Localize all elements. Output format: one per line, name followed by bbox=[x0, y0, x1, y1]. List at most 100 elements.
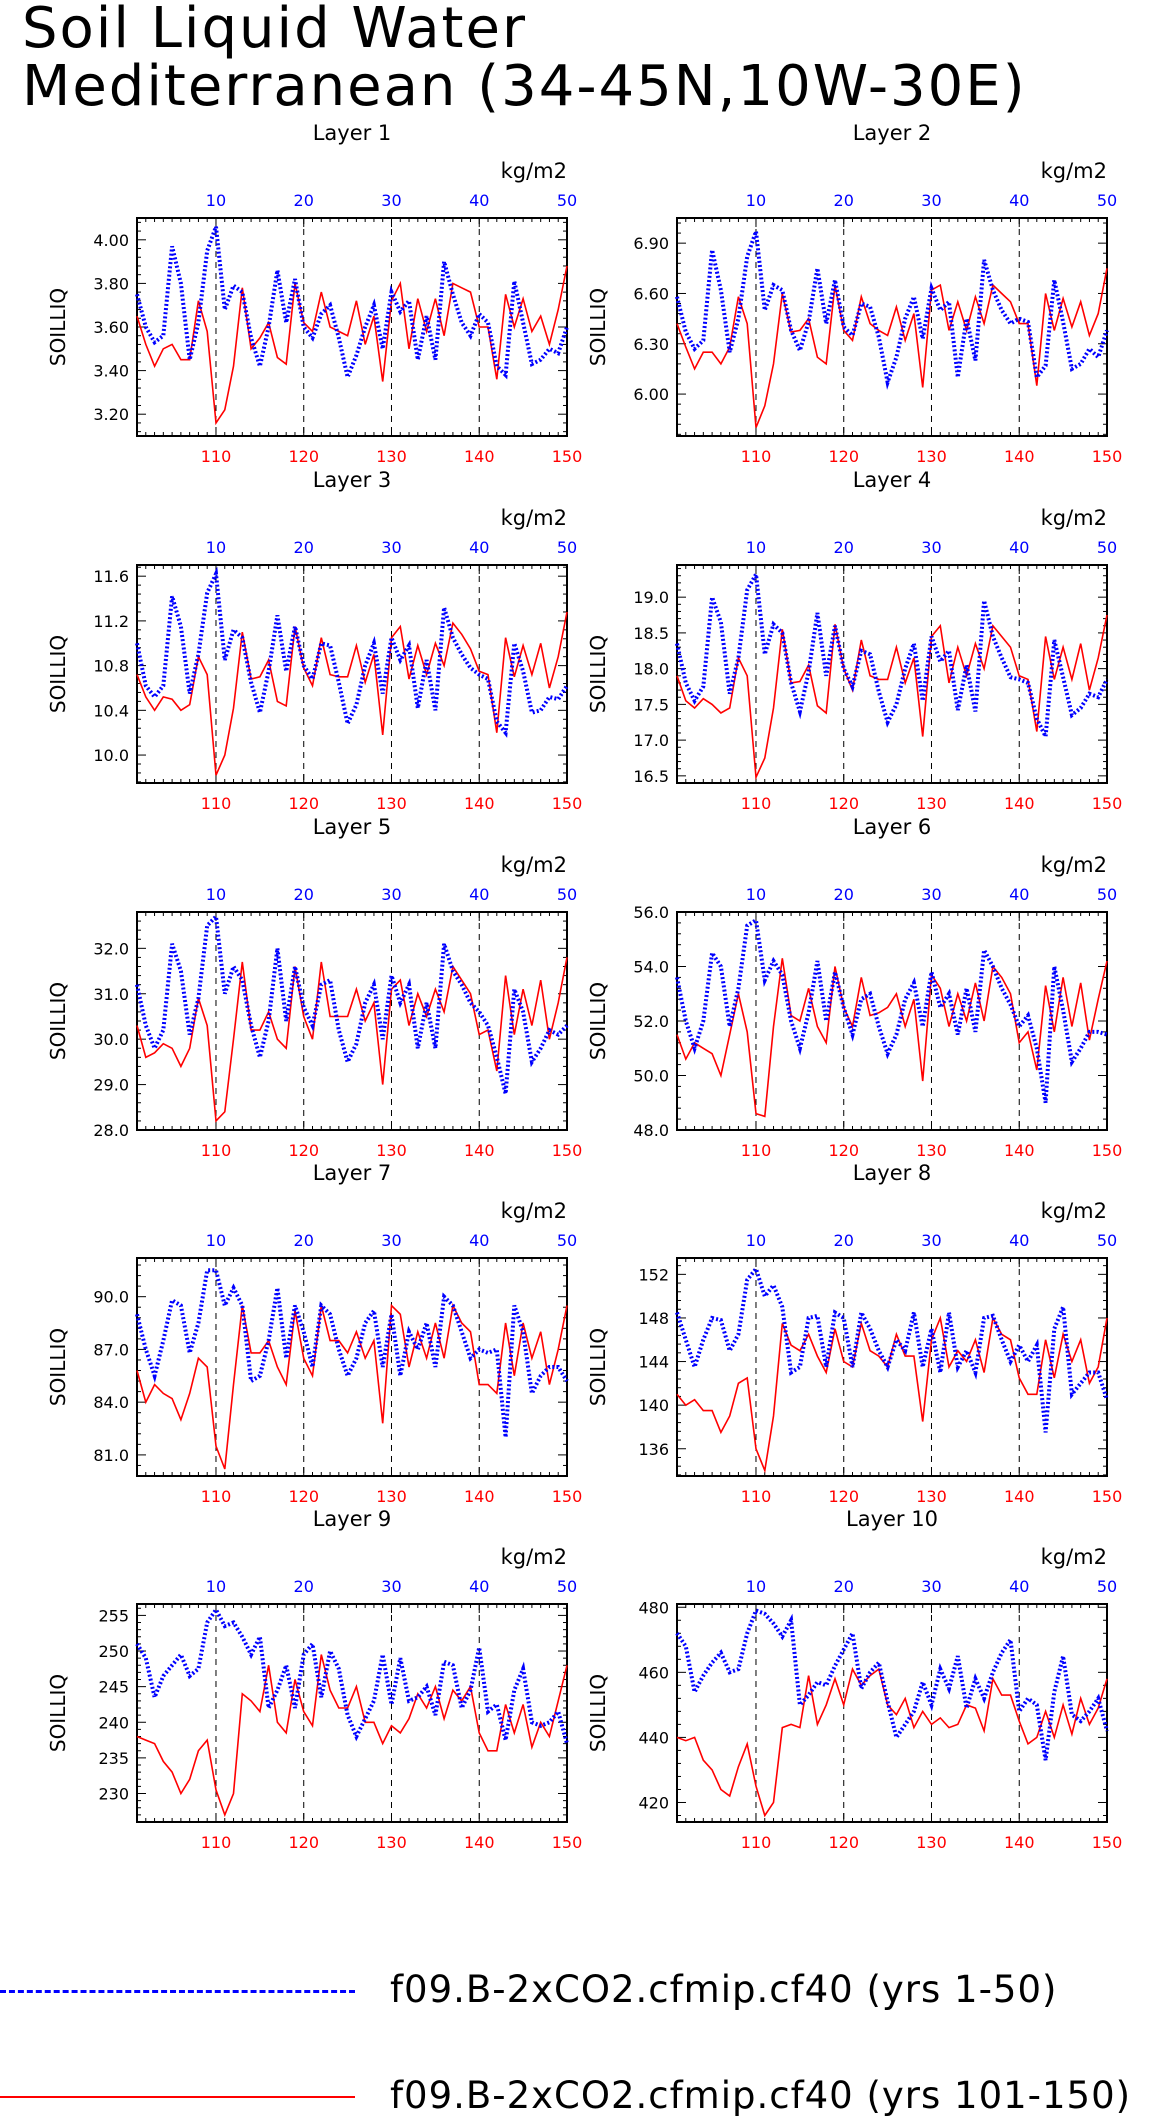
x-tick-label: 130 bbox=[916, 1141, 947, 1160]
x-tick-label: 130 bbox=[376, 794, 407, 813]
x-top-tick-label: 30 bbox=[921, 885, 941, 904]
series-line-red bbox=[676, 614, 1108, 781]
x-tick-label: 140 bbox=[464, 447, 495, 466]
x-tick-label: 150 bbox=[1092, 1487, 1123, 1506]
y-tick-label: 17.0 bbox=[633, 731, 669, 750]
y-tick-label: 250 bbox=[98, 1642, 129, 1661]
x-top-tick-label: 40 bbox=[469, 191, 489, 210]
x-tick-label: 120 bbox=[288, 1141, 319, 1160]
y-tick-label: 81.0 bbox=[93, 1446, 129, 1465]
y-tick-label: 16.5 bbox=[633, 767, 669, 786]
x-tick-label: 120 bbox=[288, 794, 319, 813]
x-tick-label: 140 bbox=[464, 1141, 495, 1160]
legend-item-red: f09.B-2xCO2.cfmip.cf40 (yrs 101-150) bbox=[0, 2068, 1154, 2128]
x-top-tick-label: 40 bbox=[1009, 191, 1029, 210]
y-tick-label: 240 bbox=[98, 1713, 129, 1732]
x-top-tick-label: 50 bbox=[557, 191, 577, 210]
chart-panel-9: Layer 9 kg/m2 110 120 130 140 150 10 20 30 40 50 230… bbox=[46, 1507, 582, 1852]
y-axis-label: SOILLIQ bbox=[586, 288, 610, 366]
y-axis-label: SOILLIQ bbox=[46, 1674, 70, 1752]
series-line-blue bbox=[135, 1605, 569, 1745]
x-top-tick-label: 30 bbox=[381, 191, 401, 210]
x-top-tick-label: 20 bbox=[834, 191, 854, 210]
series-line-blue bbox=[675, 230, 1109, 390]
plot-frame bbox=[676, 1603, 1108, 1823]
x-tick-label: 150 bbox=[552, 794, 583, 813]
y-tick-label: 50.0 bbox=[633, 1067, 669, 1086]
legend-swatch-red bbox=[0, 2096, 355, 2098]
x-tick-label: 140 bbox=[1004, 447, 1035, 466]
x-top-tick-label: 40 bbox=[1009, 885, 1029, 904]
y-tick-label: 87.0 bbox=[93, 1340, 129, 1359]
x-top-tick-label: 50 bbox=[557, 1577, 577, 1596]
plot-frame bbox=[136, 911, 568, 1131]
plot-frame bbox=[676, 217, 1108, 437]
series-line-red bbox=[676, 1666, 1108, 1818]
x-tick-label: 130 bbox=[376, 447, 407, 466]
x-top-tick-label: 10 bbox=[206, 1577, 226, 1596]
y-tick-label: 152 bbox=[638, 1265, 669, 1284]
x-tick-label: 150 bbox=[1092, 794, 1123, 813]
top-axis-unit: kg/m2 bbox=[501, 1199, 567, 1223]
series-line-red bbox=[136, 1654, 568, 1818]
x-top-tick-label: 20 bbox=[834, 538, 854, 557]
x-top-tick-label: 20 bbox=[294, 1577, 314, 1596]
x-tick-label: 140 bbox=[1004, 1833, 1035, 1852]
x-top-tick-label: 10 bbox=[746, 1577, 766, 1596]
x-top-tick-label: 40 bbox=[1009, 538, 1029, 557]
y-tick-label: 56.0 bbox=[633, 903, 669, 922]
panel-title: Layer 7 bbox=[313, 1161, 392, 1185]
plot-frame bbox=[676, 1257, 1108, 1477]
chart-panel-10: Layer 10 kg/m2 110 120 130 140 150 10 20 30 40 50 42… bbox=[586, 1507, 1122, 1852]
x-top-tick-label: 50 bbox=[1097, 1231, 1117, 1250]
x-top-tick-label: 10 bbox=[746, 538, 766, 557]
y-tick-label: 54.0 bbox=[633, 958, 669, 977]
x-top-tick-label: 30 bbox=[921, 191, 941, 210]
y-tick-label: 255 bbox=[98, 1606, 129, 1625]
top-axis-unit: kg/m2 bbox=[1041, 853, 1107, 877]
x-tick-label: 120 bbox=[828, 1487, 859, 1506]
panel-title: Layer 5 bbox=[313, 815, 392, 839]
x-tick-label: 110 bbox=[201, 1833, 232, 1852]
x-tick-label: 120 bbox=[288, 447, 319, 466]
x-tick-label: 120 bbox=[828, 447, 859, 466]
title-line-2: Mediterranean (34-45N,10W-30E) bbox=[22, 54, 1027, 119]
top-axis-unit: kg/m2 bbox=[1041, 506, 1107, 530]
x-top-tick-label: 20 bbox=[294, 885, 314, 904]
y-tick-label: 144 bbox=[638, 1353, 669, 1372]
y-tick-label: 90.0 bbox=[93, 1288, 129, 1307]
x-top-tick-label: 10 bbox=[206, 191, 226, 210]
title-line-1: Soil Liquid Water bbox=[22, 0, 527, 61]
x-tick-label: 110 bbox=[741, 1833, 772, 1852]
x-tick-label: 110 bbox=[741, 794, 772, 813]
x-top-tick-label: 40 bbox=[469, 1231, 489, 1250]
panel-title: Layer 8 bbox=[853, 1161, 932, 1185]
x-tick-label: 150 bbox=[552, 1833, 583, 1852]
x-top-tick-label: 40 bbox=[1009, 1231, 1029, 1250]
y-axis-label: SOILLIQ bbox=[46, 1328, 70, 1406]
x-top-tick-label: 10 bbox=[746, 1231, 766, 1250]
x-top-tick-label: 40 bbox=[469, 538, 489, 557]
x-top-tick-label: 50 bbox=[1097, 1577, 1117, 1596]
series-line-blue bbox=[135, 566, 569, 738]
x-tick-label: 110 bbox=[741, 1141, 772, 1160]
chart-panel-1: Layer 1 kg/m2 110 120 130 140 150 10 20 30 40 50 3.2… bbox=[46, 121, 582, 466]
y-tick-label: 4.00 bbox=[93, 231, 129, 250]
x-tick-label: 110 bbox=[201, 447, 232, 466]
x-tick-label: 120 bbox=[288, 1833, 319, 1852]
x-tick-label: 140 bbox=[464, 1833, 495, 1852]
x-tick-label: 140 bbox=[1004, 1141, 1035, 1160]
x-tick-label: 140 bbox=[464, 1487, 495, 1506]
x-top-tick-label: 40 bbox=[469, 885, 489, 904]
y-axis-label: SOILLIQ bbox=[46, 982, 70, 1060]
y-axis-label: SOILLIQ bbox=[46, 635, 70, 713]
series-line-blue bbox=[135, 912, 569, 1095]
y-tick-label: 235 bbox=[98, 1749, 129, 1768]
x-tick-label: 110 bbox=[741, 447, 772, 466]
y-axis-label: SOILLIQ bbox=[586, 982, 610, 1060]
y-tick-label: 30.0 bbox=[93, 1030, 129, 1049]
x-top-tick-label: 40 bbox=[469, 1577, 489, 1596]
x-tick-label: 150 bbox=[552, 1141, 583, 1160]
x-tick-label: 120 bbox=[828, 1833, 859, 1852]
chart-panel-5: Layer 5 kg/m2 110 120 130 140 150 10 20 30 40 50 28.… bbox=[46, 815, 582, 1160]
